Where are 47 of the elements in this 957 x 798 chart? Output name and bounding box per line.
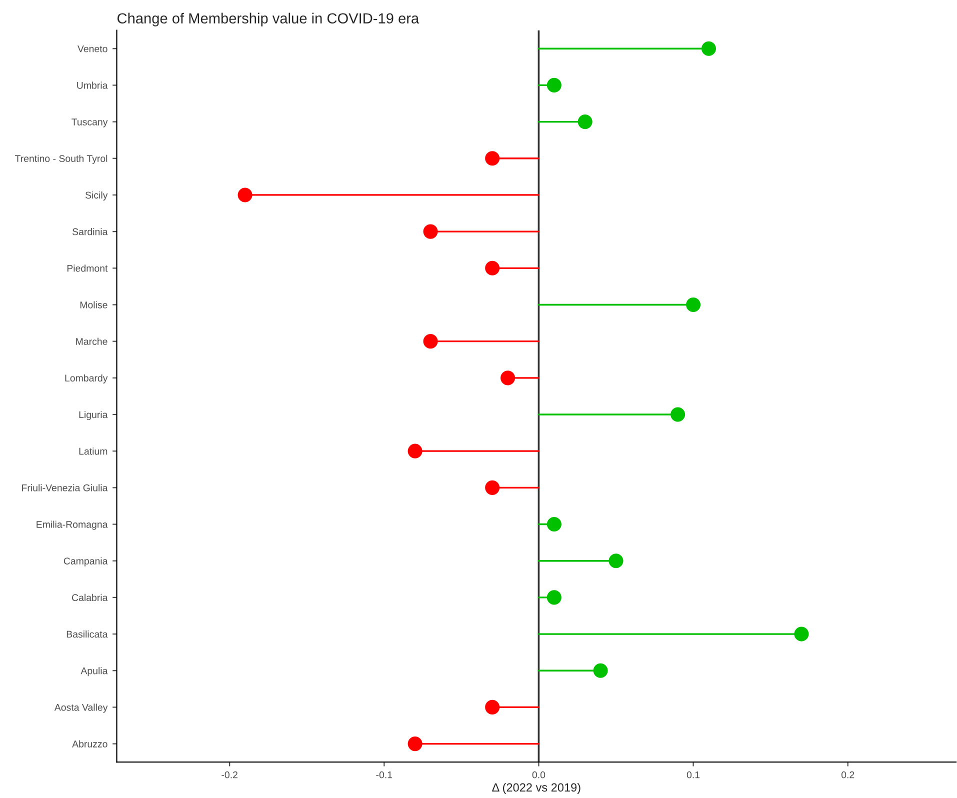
y-tick-label: Piedmont [67,264,108,272]
point [500,370,516,386]
y-tick-label: Emilia-Romagna [36,520,108,530]
point [408,736,422,752]
x-tick-label: -0.2 [222,771,238,778]
point [794,626,809,642]
x-tick-label: 0.0 [532,771,546,778]
point [546,78,562,92]
x-tick-label: 0.1 [686,771,700,778]
y-tick-label: Latium [79,448,108,455]
y-tick-label: Molise [80,301,108,308]
x-axis-title: Δ (2022 vs 2019) [492,782,580,794]
point [485,480,500,495]
point [593,663,608,678]
y-tick-label: Liguria [79,410,108,420]
point [238,188,252,202]
point [423,224,438,239]
point [578,114,592,130]
y-tick-label: Campania [64,557,108,566]
y-tick-label: Sicily [85,191,108,201]
point [546,590,562,605]
point [546,516,562,532]
y-tick-label: Basilicata [66,630,108,638]
point [485,700,500,714]
y-tick-label: Aosta Valley [54,704,108,713]
y-tick-label: Apulia [80,667,108,676]
y-tick-label: Calabria [72,594,108,602]
point [485,151,500,166]
y-tick-label: Friuli-Venezia Giulia [22,484,108,492]
point [608,554,624,568]
point [686,297,701,312]
x-tick-label: -0.1 [376,771,392,778]
y-tick-label: Veneto [77,45,108,52]
y-tick-label: Trentino - South Tyrol [15,154,108,164]
y-tick-label: Tuscany [72,118,108,128]
y-tick-label: Sardinia [72,228,108,236]
point [408,444,422,458]
x-tick-label: 0.2 [841,771,854,778]
point [485,260,500,276]
y-tick-label: Marche [76,338,108,345]
y-tick-label: Abruzzo [72,740,108,748]
y-tick-label: Lombardy [65,374,108,384]
point [701,41,716,56]
point [423,334,438,349]
point [670,407,686,422]
chart-title: Change of Membership value in COVID-19 era [117,12,420,26]
y-tick-label: Umbria [77,82,108,89]
